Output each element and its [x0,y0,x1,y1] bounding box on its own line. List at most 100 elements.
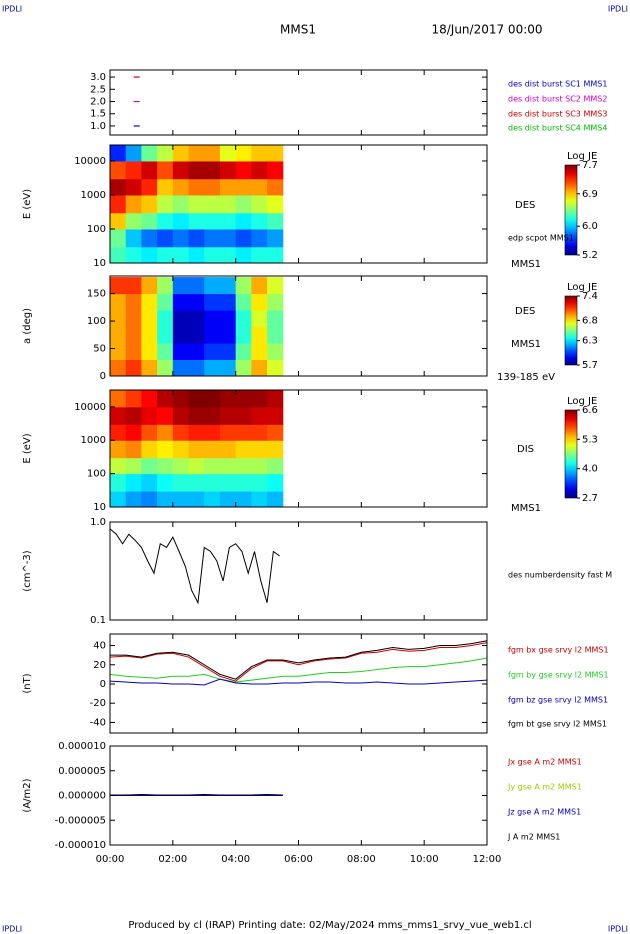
heatmap-cell [188,390,205,408]
heatmap-cell [204,310,221,328]
heatmap-cell [188,310,205,328]
heatmap-cell [219,473,237,492]
y-axis-label: a (deg) [22,308,33,344]
heatmap-cell [267,277,284,295]
heatmap-cell [110,343,127,361]
legend-entry: J A m2 MMS1 [507,833,560,842]
heatmap-cell [110,293,127,311]
heatmap-cell [157,228,174,248]
heatmap-cell [157,491,174,508]
heatmap-cell [141,326,158,344]
heatmap-cell [141,160,158,180]
corner-tag: IPDLI [2,925,22,934]
heatmap-cell [267,491,284,508]
heatmap-cell [125,424,142,441]
heatmap-cell [141,145,158,162]
line-series [110,640,488,680]
heatmap-cell [110,424,127,441]
colorbar-tick-label: 5.2 [582,250,598,261]
heatmap-cell [188,343,205,361]
heatmap-cell [188,359,205,377]
heatmap-cell [110,178,127,196]
heatmap-cell [267,457,284,475]
heatmap-cell [267,178,284,196]
heatmap-cell [219,212,237,230]
heatmap-cell [172,277,190,295]
heatmap-cell [172,326,190,344]
heatmap-cell [188,228,205,248]
heatmap-cell [110,491,127,508]
heatmap-cell [188,293,205,311]
x-tick-label: 10:00 [410,854,439,865]
y-tick-label: 40 [93,641,106,652]
heatmap-cell [125,246,142,264]
heatmap-cell [219,277,237,295]
heatmap-cell [141,228,158,248]
heatmap-cell [125,343,142,361]
heatmap-cell [204,246,221,264]
heatmap-cell [204,390,221,408]
heatmap-cell [157,277,174,295]
heatmap-cell [157,440,174,459]
heatmap-cell [172,390,190,408]
heatmap-cell [267,293,284,311]
heatmap-cell [267,246,284,264]
heatmap-cell [188,246,205,264]
heatmap-cell [110,246,127,264]
heatmap-cell [235,473,252,492]
heatmap-cell [125,491,142,508]
colorbar [564,164,578,256]
annotation: MMS1 [511,503,541,514]
heatmap-cell [267,424,284,441]
heatmap-cell [204,212,221,230]
heatmap-cell [141,473,158,492]
heatmap-cell [267,326,284,344]
footer: Produced by cl (IRAP) Printing date: 02/… [128,920,531,931]
x-tick-label: 00:00 [96,854,125,865]
heatmap-cell [110,160,127,180]
heatmap-cell [204,160,221,180]
legend-entry: des dist burst SC1 MMS1 [508,80,607,89]
heatmap-cell [235,326,252,344]
heatmap-cell [172,212,190,230]
heatmap-cell [157,293,174,311]
corner-tag: IPDLI [608,925,628,934]
heatmap-cell [188,326,205,344]
heatmap-cell [235,178,252,196]
y-tick-label: 2.0 [90,97,106,108]
y-tick-label: 10000 [74,156,106,167]
heatmap-cell [251,390,268,408]
heatmap-cell [204,277,221,295]
heatmap-cell [251,424,268,441]
colorbar-tick-label: 5.3 [582,434,598,445]
chart-title: MMS1 [280,23,316,37]
heatmap-cell [204,194,221,214]
y-axis-label: E (eV) [22,189,33,219]
heatmap-cell [204,424,221,441]
colorbar-tick-label: 7.7 [582,160,598,171]
heatmap-cell [188,194,205,214]
heatmap-cell [251,440,268,459]
colorbar-tick-label: 7.4 [582,291,598,302]
heatmap-cell [172,310,190,328]
heatmap-cell [141,310,158,328]
heatmap-cell [157,194,174,214]
heatmap-cell [251,145,268,162]
legend-entry: des dist burst SC3 MMS3 [508,110,607,119]
heatmap-cell [267,194,284,214]
heatmap-cell [110,145,127,162]
heatmap-cell [141,457,158,475]
heatmap-cell [235,343,252,361]
heatmap-cell [267,310,284,328]
y-tick-label: 3.0 [90,72,106,83]
y-tick-label: 0 [100,371,106,382]
y-tick-label: 0.1 [90,615,106,626]
heatmap-cell [235,277,252,295]
legend-entry: fgm bx gse srvy l2 MMS1 [508,646,609,655]
y-tick-label: 100 [87,469,106,480]
heatmap-cell [172,246,190,264]
heatmap-cell [219,424,237,441]
panel-frame [109,69,488,136]
heatmap-cell [235,491,252,508]
